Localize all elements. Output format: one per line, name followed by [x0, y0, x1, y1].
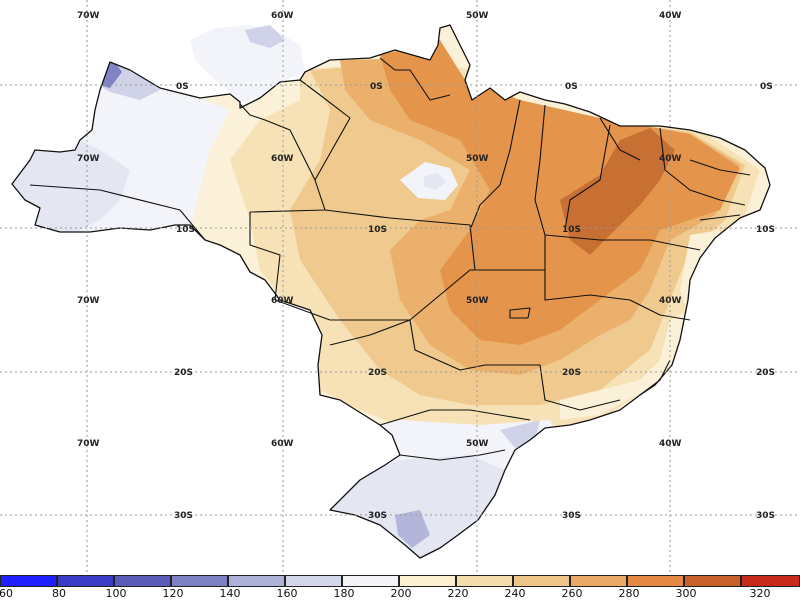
- lon-label: 40W: [659, 154, 682, 164]
- lat-label: 20S: [174, 368, 193, 378]
- lat-label: 0S: [760, 82, 773, 92]
- colorbar-tick-label: 280: [618, 587, 640, 600]
- colorbar-tick-label: 200: [390, 587, 412, 600]
- colorbar-tick-label: 140: [219, 587, 241, 600]
- lon-label: 70W: [77, 11, 100, 21]
- lat-label: 10S: [562, 225, 581, 235]
- precip-center-160-spot: [424, 173, 446, 190]
- colorbar-tick-label: 120: [162, 587, 184, 600]
- lon-label: 40W: [659, 439, 682, 449]
- brazil-precipitation-map: 70W 60W 50W 40W 0S 0S 0S 0S 70W 60W 50W …: [0, 0, 800, 575]
- colorbar-tick-label: 240: [504, 587, 526, 600]
- lon-label: 50W: [466, 154, 489, 164]
- lat-label: 30S: [562, 511, 581, 521]
- colorbar-legend: 60 80 100 120 140 160 180 200 220 240 260 280 300 320: [0, 575, 800, 600]
- lon-label: 50W: [466, 296, 489, 306]
- lat-label: 30S: [756, 511, 775, 521]
- lat-label: 20S: [756, 368, 775, 378]
- graticule: [0, 0, 800, 575]
- state-borders: [29, 57, 751, 461]
- lon-label: 70W: [77, 154, 100, 164]
- lon-label: 60W: [271, 296, 294, 306]
- lat-label: 30S: [368, 511, 387, 521]
- colorbar-tick-label: 60: [0, 587, 13, 600]
- precip-ne-300: [560, 128, 675, 255]
- precip-southeast-200: [560, 310, 690, 420]
- colorbar-tick-label: 320: [749, 587, 771, 600]
- colorbar-swatch: [0, 575, 57, 587]
- lon-label: 70W: [77, 439, 100, 449]
- colorbar-tick-label: 300: [675, 587, 697, 600]
- lat-label: 20S: [562, 368, 581, 378]
- colorbar-tick-label: 100: [105, 587, 127, 600]
- colorbar-swatch: [228, 575, 285, 587]
- colorbar-tick-label: 220: [447, 587, 469, 600]
- colorbar-tick-label: 80: [52, 587, 66, 600]
- colorbar-swatch: [57, 575, 114, 587]
- colorbar-swatch: [684, 575, 741, 587]
- lat-label: 10S: [176, 225, 195, 235]
- lat-label: 30S: [174, 511, 193, 521]
- lat-label: 10S: [368, 225, 387, 235]
- graticule-labels: 70W 60W 50W 40W 0S 0S 0S 0S 70W 60W 50W …: [77, 11, 775, 521]
- colorbar-swatch: [399, 575, 456, 587]
- colorbar-tick-label: 260: [561, 587, 583, 600]
- precip-central-280: [380, 40, 740, 345]
- lat-label: 0S: [370, 82, 383, 92]
- colorbar-tick-label: 160: [276, 587, 298, 600]
- lat-label: 10S: [756, 225, 775, 235]
- lat-label: 0S: [176, 82, 189, 92]
- colorbar-swatch: [627, 575, 684, 587]
- lon-label: 60W: [271, 439, 294, 449]
- colorbar-swatch: [285, 575, 342, 587]
- colorbar-swatch: [456, 575, 513, 587]
- colorbar-swatch: [570, 575, 627, 587]
- precip-south-120: [395, 510, 430, 548]
- lon-label: 50W: [466, 439, 489, 449]
- colorbar-swatch: [513, 575, 570, 587]
- colorbar-swatch: [342, 575, 399, 587]
- lat-label: 0S: [565, 82, 578, 92]
- lon-label: 40W: [659, 11, 682, 21]
- lon-label: 40W: [659, 296, 682, 306]
- lon-label: 70W: [77, 296, 100, 306]
- lon-label: 50W: [466, 11, 489, 21]
- lon-label: 60W: [271, 154, 294, 164]
- lat-label: 20S: [368, 368, 387, 378]
- colorbar-swatch: [114, 575, 171, 587]
- colorbar-tick-label: 180: [333, 587, 355, 600]
- lon-label: 60W: [271, 11, 294, 21]
- colorbar-swatch: [741, 575, 800, 587]
- colorbar-swatch: [171, 575, 228, 587]
- northern-neighbor-blue: [245, 25, 285, 48]
